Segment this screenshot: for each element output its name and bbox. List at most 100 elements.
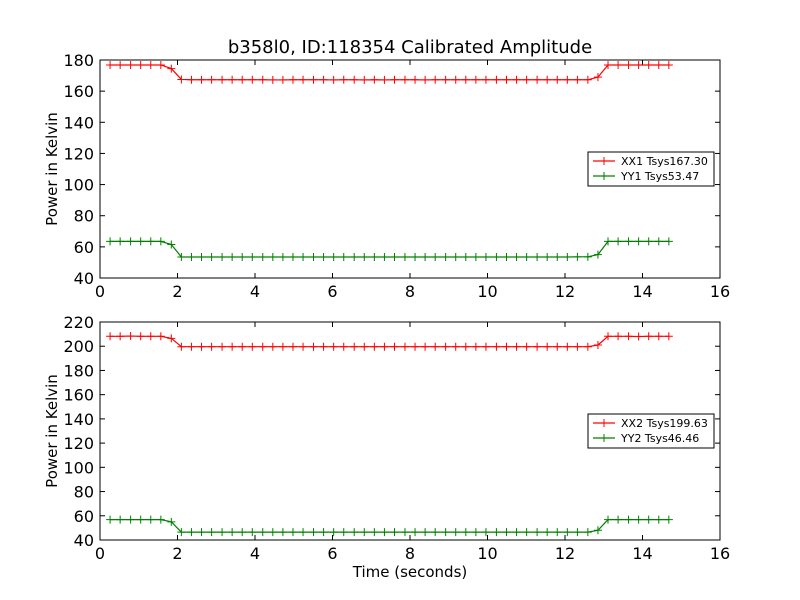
data-point-marker [106, 515, 115, 524]
data-point-marker [654, 60, 663, 69]
data-point-marker [583, 75, 592, 84]
data-point-marker [380, 75, 389, 84]
data-point-marker [543, 252, 552, 261]
x-tick-label: 14 [632, 282, 652, 301]
data-point-marker [471, 75, 480, 84]
data-point-marker [248, 342, 257, 351]
legend: XX1 Tsys167.30 YY1 Tsys53.47 [587, 151, 715, 187]
data-point-marker [360, 342, 369, 351]
data-point-marker [431, 342, 440, 351]
data-point-marker [634, 60, 643, 69]
data-point-marker [116, 237, 125, 246]
x-tick-label: 10 [477, 282, 497, 301]
data-point-marker [502, 528, 511, 537]
data-point-marker [644, 60, 653, 69]
data-point-marker [309, 75, 318, 84]
data-point-marker [522, 528, 531, 537]
y-tick-label: 40 [74, 269, 94, 288]
data-point-marker [268, 252, 277, 261]
data-point-marker [299, 342, 308, 351]
data-point-marker [319, 528, 328, 537]
data-point-marker [319, 252, 328, 261]
data-point-marker [278, 528, 287, 537]
data-point-marker [481, 252, 490, 261]
data-point-marker [299, 75, 308, 84]
data-point-marker [563, 528, 572, 537]
data-point-marker [146, 237, 155, 246]
data-point-marker [390, 75, 399, 84]
data-point-marker [126, 237, 135, 246]
x-tick-label: 6 [327, 282, 337, 301]
data-point-marker [390, 342, 399, 351]
data-point-marker [644, 332, 653, 341]
data-point-marker [451, 342, 460, 351]
data-point-marker [360, 528, 369, 537]
data-point-marker [634, 237, 643, 246]
data-point-marker [339, 75, 348, 84]
data-point-marker [593, 73, 602, 82]
data-point-marker [288, 528, 297, 537]
data-point-marker [116, 60, 125, 69]
data-point-marker [177, 252, 186, 261]
data-point-marker [471, 528, 480, 537]
data-point-marker [441, 528, 450, 537]
data-point-marker [258, 252, 267, 261]
y-tick-label: 80 [74, 207, 94, 226]
data-point-marker [461, 75, 470, 84]
data-point-marker [492, 528, 501, 537]
data-point-marker [481, 342, 490, 351]
data-point-marker [207, 342, 216, 351]
data-point-marker [156, 515, 165, 524]
y-tick-label: 60 [74, 238, 94, 257]
data-point-marker [248, 252, 257, 261]
data-point-marker [543, 342, 552, 351]
data-point-marker [339, 252, 348, 261]
data-point-marker [339, 342, 348, 351]
data-point-marker [583, 528, 592, 537]
data-point-marker [522, 342, 531, 351]
data-point-marker [553, 342, 562, 351]
data-point-marker [421, 528, 430, 537]
data-point-marker [268, 528, 277, 537]
data-point-marker [218, 75, 227, 84]
data-point-marker [664, 515, 673, 524]
legend-entry-label: XX1 Tsys167.30 [621, 155, 708, 168]
data-point-marker [411, 342, 420, 351]
data-point-marker [309, 252, 318, 261]
data-point-marker [299, 528, 308, 537]
data-point-marker [177, 75, 186, 84]
data-point-marker [278, 342, 287, 351]
data-point-marker [522, 75, 531, 84]
data-point-marker [278, 252, 287, 261]
data-point-marker [431, 252, 440, 261]
y-axis-label: Power in Kelvin [43, 374, 61, 488]
x-tick-label: 16 [710, 544, 730, 563]
data-point-marker [522, 252, 531, 261]
data-point-marker [106, 60, 115, 69]
data-point-marker [339, 528, 348, 537]
data-point-marker [228, 252, 237, 261]
x-tick-label: 4 [250, 282, 260, 301]
data-point-marker [116, 515, 125, 524]
data-point-marker [421, 75, 430, 84]
x-tick-label: 2 [172, 544, 182, 563]
data-point-marker [329, 75, 338, 84]
data-point-marker [664, 332, 673, 341]
legend: XX2 Tsys199.63 YY2 Tsys46.46 [587, 413, 715, 449]
data-point-marker [614, 515, 623, 524]
data-point-marker [441, 252, 450, 261]
data-point-marker [187, 342, 196, 351]
data-point-marker [563, 75, 572, 84]
data-point-marker [461, 252, 470, 261]
y-tick-label: 200 [63, 337, 94, 356]
y-tick-label: 180 [63, 361, 94, 380]
data-point-marker [593, 341, 602, 350]
data-point-marker [370, 528, 379, 537]
data-point-marker [624, 515, 633, 524]
data-point-marker [228, 75, 237, 84]
data-point-marker [421, 252, 430, 261]
data-point-marker [207, 528, 216, 537]
data-point-marker [329, 252, 338, 261]
data-point-marker [156, 237, 165, 246]
data-point-marker [573, 528, 582, 537]
